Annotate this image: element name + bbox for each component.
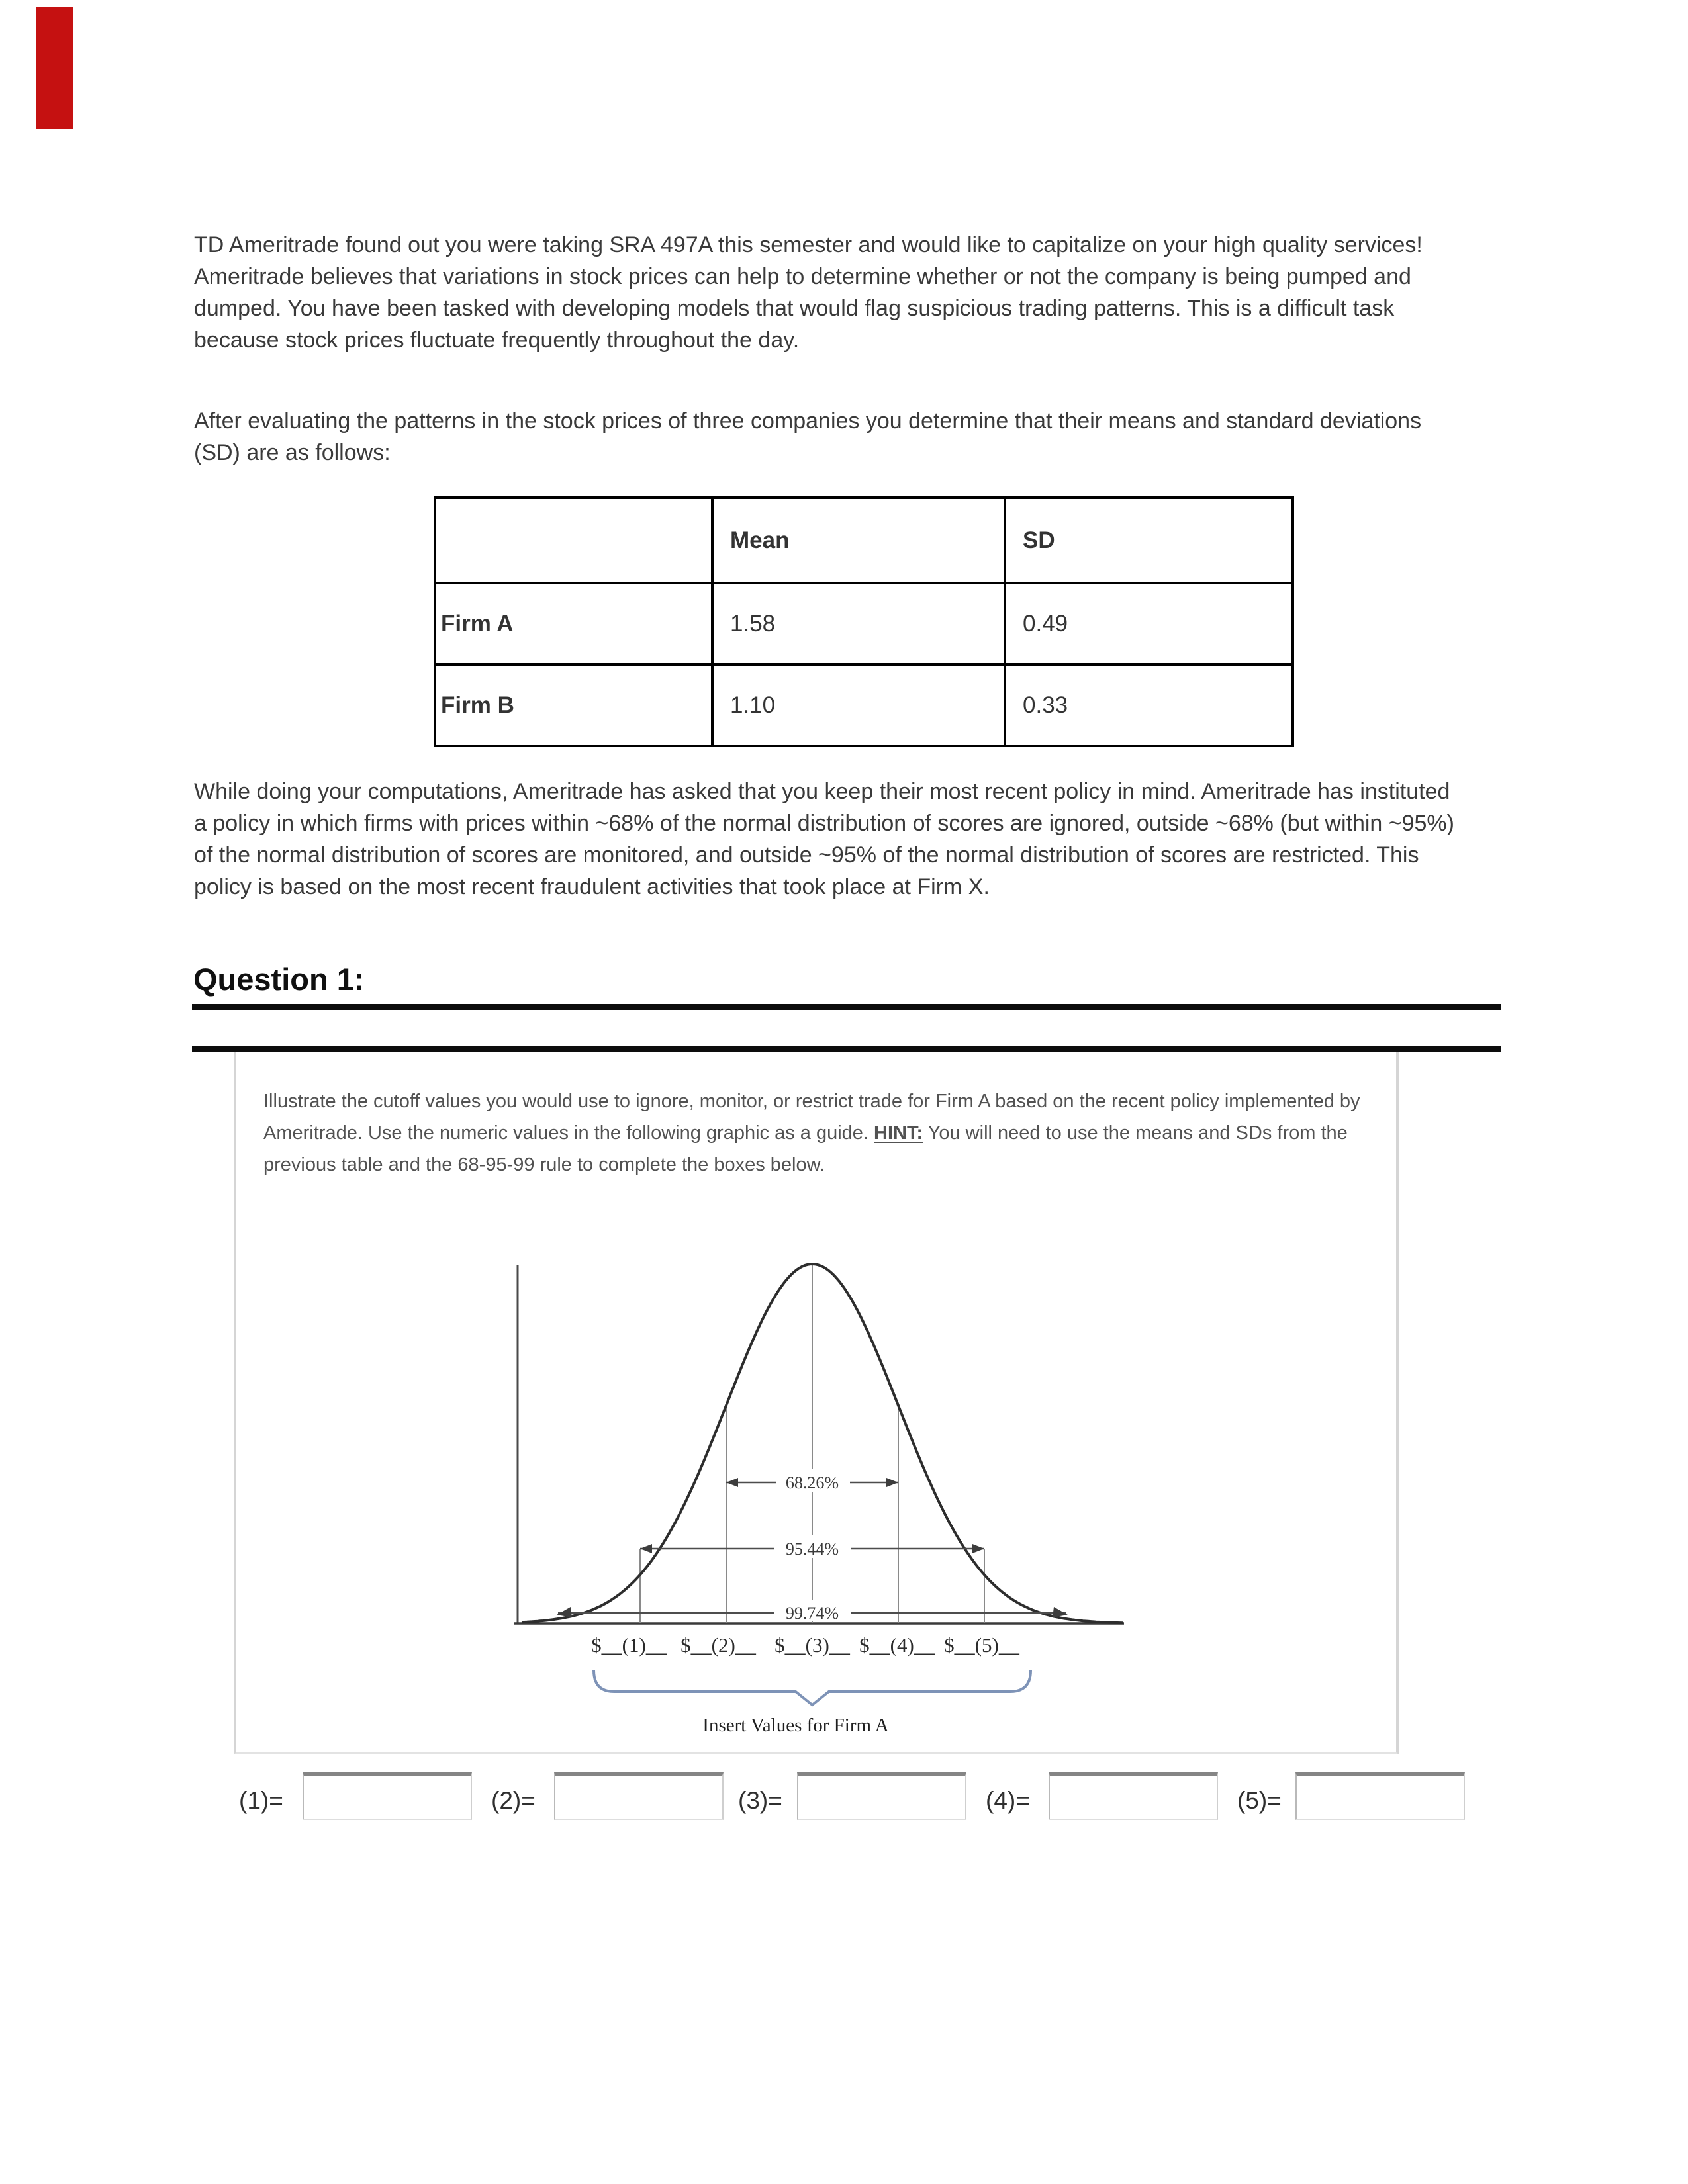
band-95-label-backplate: [776, 1535, 850, 1558]
firm-a-label: Firm A: [434, 582, 714, 666]
policy-paragraph: While doing your computations, Ameritrad…: [194, 779, 1454, 899]
x-placeholder-2: $__(2)__: [680, 1633, 756, 1657]
band-99-arrowhead-right: [1053, 1607, 1068, 1617]
x-placeholder-5: $__(5)__: [944, 1633, 1019, 1657]
firm-a-sd: 0.49: [1004, 582, 1294, 666]
intro-paragraph-2: After evaluating the patterns in the sto…: [194, 408, 1422, 465]
firm-b-mean: 1.10: [711, 663, 1006, 747]
red-annotation-mark: [36, 7, 73, 129]
x-placeholder-3: $__(3)__: [774, 1633, 850, 1657]
brace-label: Insert Values for Firm A: [702, 1715, 888, 1736]
question-1-instructions: Illustrate the cutoff values you would u…: [263, 1085, 1366, 1181]
firm-b-label: Firm B: [434, 663, 714, 747]
question-box-top-divider: [192, 1046, 1501, 1052]
band-68-label-backplate: [776, 1469, 850, 1492]
bell-curve-figure: 68.26% 95.44% 99.74% $__(1)__ $__(2)__ $…: [514, 1262, 1124, 1736]
answer-input-2[interactable]: [554, 1772, 724, 1820]
mean-column-header: Mean: [711, 496, 1006, 584]
answer-label-1: (1)=: [239, 1787, 283, 1814]
answer-label-5: (5)=: [1237, 1787, 1282, 1814]
instructions-text-after-hint: You will need to use the means and SDs f…: [263, 1122, 1348, 1175]
stats-table-header-row: Mean SD: [434, 496, 1294, 584]
x-placeholder-4: $__(4)__: [859, 1633, 935, 1657]
band-95-arrowhead-left: [640, 1544, 652, 1553]
answer-input-1[interactable]: [303, 1772, 472, 1820]
table-row-firm-b: Firm B 1.10 0.33: [434, 663, 1294, 747]
question-1-box: [234, 1052, 1399, 1754]
stats-table: Mean SD Firm A 1.58 0.49 Firm B 1.10 0.3…: [434, 496, 1294, 747]
band-68-label: 68.26%: [786, 1473, 839, 1492]
firm-b-sd: 0.33: [1004, 663, 1294, 747]
answer-label-3: (3)=: [738, 1787, 782, 1814]
sd-column-header: SD: [1004, 496, 1294, 584]
answer-label-2: (2)=: [491, 1787, 536, 1814]
question-1-heading: Question 1:: [193, 962, 365, 997]
x-placeholder-1: $__(1)__: [591, 1633, 667, 1657]
firm-a-mean: 1.58: [711, 582, 1006, 666]
answer-label-4: (4)=: [986, 1787, 1030, 1814]
hint-label: HINT:: [874, 1122, 923, 1144]
band-99-arrowhead-left: [557, 1607, 572, 1617]
band-99-label: 99.74%: [786, 1604, 839, 1623]
answer-input-4[interactable]: [1049, 1772, 1218, 1820]
stats-table-corner-cell: [434, 496, 714, 584]
heading-divider-line: [192, 1004, 1501, 1010]
firm-a-values-brace: [592, 1670, 1032, 1707]
band-95-label: 95.44%: [786, 1539, 839, 1559]
answer-input-3[interactable]: [797, 1772, 966, 1820]
band-95-arrowhead-right: [972, 1544, 984, 1553]
gaussian-curve: [521, 1262, 1123, 1625]
table-row-firm-a: Firm A 1.58 0.49: [434, 582, 1294, 666]
instructions-text-before-hint: Illustrate the cutoff values you would u…: [263, 1091, 1360, 1144]
band-68-arrowhead-right: [886, 1478, 898, 1487]
answer-input-5[interactable]: [1295, 1772, 1465, 1820]
band-99-label-backplate: [776, 1600, 850, 1621]
intro-paragraph-1: TD Ameritrade found out you were taking …: [194, 232, 1423, 353]
band-68-arrowhead-left: [726, 1478, 738, 1487]
